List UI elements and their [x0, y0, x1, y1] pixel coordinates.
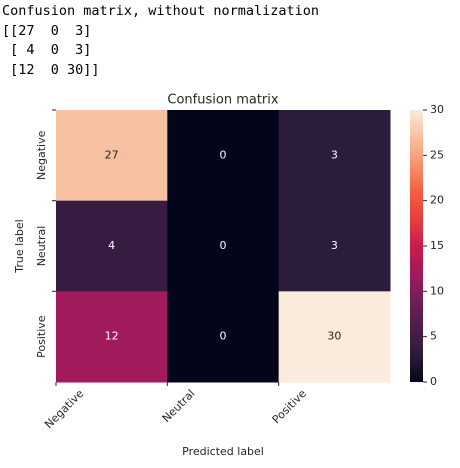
heatmap-cell [56, 110, 168, 202]
x-tick-label: Negative [42, 387, 86, 431]
colorbar-tick-label: 30 [430, 103, 444, 116]
heatmap-cell [278, 291, 391, 383]
colorbar-tick-label: 15 [430, 239, 444, 252]
cell-label: 0 [220, 239, 227, 252]
x-tick-label: Neutral [160, 387, 198, 425]
heatmap-cell [167, 110, 280, 202]
cell-label: 12 [105, 330, 119, 343]
colorbar-tick-label: 25 [430, 148, 444, 161]
colorbar-tick-label: 10 [430, 284, 444, 297]
cell-label: 0 [220, 148, 227, 161]
heatmap-cell [278, 110, 391, 202]
heatmap-cell [56, 291, 168, 383]
console-output: Confusion matrix, without normalization [… [0, 0, 319, 80]
cell-label: 27 [105, 148, 119, 161]
colorbar-tick-label: 5 [430, 330, 437, 343]
y-tick-label: Neutral [35, 226, 48, 267]
cell-label: 30 [327, 330, 341, 343]
cell-label: 0 [220, 330, 227, 343]
output-line: [ 4 0 3] [2, 42, 92, 58]
y-tick-label: Negative [35, 130, 48, 180]
output-line: [[27 0 3] [2, 22, 92, 39]
colorbar [410, 110, 423, 382]
y-axis-label: True label [13, 219, 26, 273]
cell-label: 4 [108, 239, 115, 252]
colorbar-tick-label: 0 [430, 375, 437, 388]
x-axis-label: Predicted label [182, 445, 264, 458]
heatmap-cell [278, 200, 391, 292]
heatmap-cell [167, 200, 280, 292]
heatmap-cell [56, 200, 168, 292]
output-line: Confusion matrix, without normalization [2, 3, 319, 19]
cell-label: 3 [331, 239, 338, 252]
cell-label: 3 [331, 148, 338, 161]
x-tick-label: Positive [270, 387, 309, 426]
y-tick-label: Positive [35, 315, 48, 358]
output-line: [12 0 30]] [2, 61, 100, 78]
colorbar-tick-label: 20 [430, 194, 444, 207]
chart-title: Confusion matrix [167, 93, 278, 108]
heatmap-cell [167, 291, 280, 383]
